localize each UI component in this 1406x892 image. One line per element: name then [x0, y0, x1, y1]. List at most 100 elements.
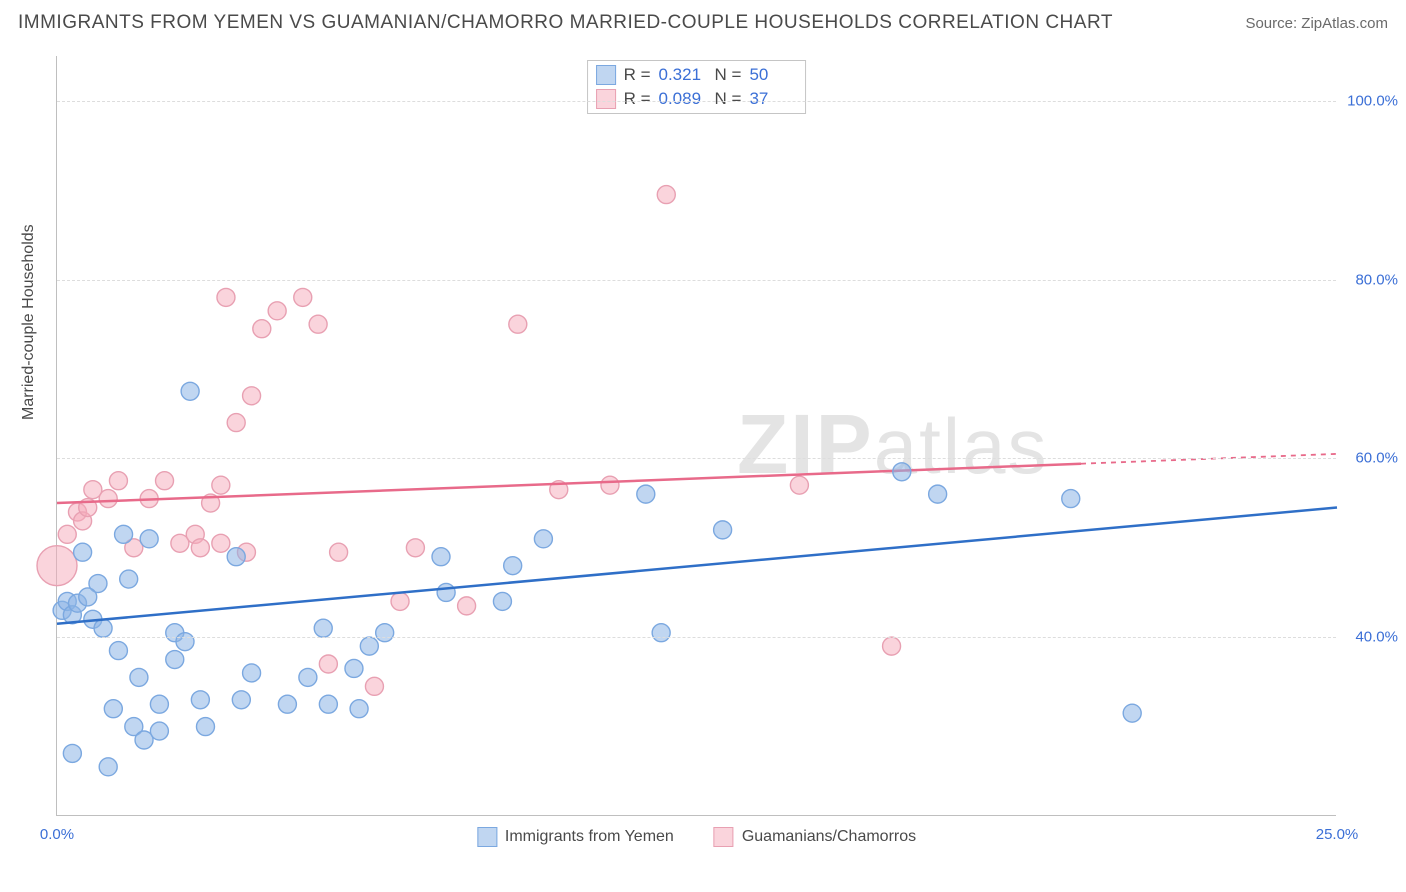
blue-point [109, 642, 127, 660]
grid-line [57, 280, 1336, 281]
pink-point [99, 490, 117, 508]
blue-point [243, 664, 261, 682]
blue-point [196, 718, 214, 736]
pink-point [330, 543, 348, 561]
y-tick-label: 80.0% [1340, 271, 1398, 288]
pink-point [601, 476, 619, 494]
legend-n-label: N = [715, 65, 742, 85]
legend-swatch [596, 65, 616, 85]
blue-point [652, 624, 670, 642]
pink-point [58, 525, 76, 543]
blue-point [1062, 490, 1080, 508]
pink-point [243, 387, 261, 405]
pink-point [212, 534, 230, 552]
pink-point [212, 476, 230, 494]
blue-point [99, 758, 117, 776]
blue-point [104, 700, 122, 718]
chart-svg [57, 56, 1336, 815]
blue-point [350, 700, 368, 718]
blue-point [376, 624, 394, 642]
x-tick-label: 0.0% [40, 826, 74, 843]
blue-point [120, 570, 138, 588]
pink-point [406, 539, 424, 557]
pink-point [156, 472, 174, 490]
stats-legend-row: R = 0.321 N = 50 [594, 63, 800, 87]
blue-point [191, 691, 209, 709]
chart-title: IMMIGRANTS FROM YEMEN VS GUAMANIAN/CHAMO… [18, 12, 1113, 34]
blue-point [504, 557, 522, 575]
y-axis-title: Married-couple Households [20, 224, 38, 420]
y-tick-label: 100.0% [1340, 92, 1398, 109]
blue-point [115, 525, 133, 543]
legend-r-value: 0.089 [659, 89, 707, 109]
legend-n-value: 50 [749, 65, 797, 85]
plot-area: ZIPatlas R =0.321N =50R =0.089N =37 Immi… [56, 56, 1336, 816]
pink-point [268, 302, 286, 320]
blue-point [432, 548, 450, 566]
grid-line [57, 637, 1336, 638]
blue-point [176, 633, 194, 651]
pink-trend-solid [57, 464, 1081, 503]
legend-n-label: N = [715, 89, 742, 109]
bottom-legend-item: Guamanians/Chamorros [714, 827, 916, 847]
legend-r-label: R = [624, 89, 651, 109]
legend-swatch [477, 827, 497, 847]
chart-source: Source: ZipAtlas.com [1245, 15, 1388, 32]
pink-point [391, 592, 409, 610]
blue-point [74, 543, 92, 561]
blue-point [140, 530, 158, 548]
blue-point [437, 583, 455, 601]
blue-trend-solid [57, 508, 1337, 624]
blue-point [79, 588, 97, 606]
blue-point [181, 382, 199, 400]
pink-point [294, 288, 312, 306]
grid-line [57, 458, 1336, 459]
blue-point [150, 695, 168, 713]
pink-point [227, 414, 245, 432]
blue-point [150, 722, 168, 740]
bottom-legend-label: Guamanians/Chamorros [742, 828, 916, 846]
pink-point [37, 546, 77, 586]
y-tick-label: 60.0% [1340, 450, 1398, 467]
bottom-legend-item: Immigrants from Yemen [477, 827, 674, 847]
stats-legend: R =0.321N =50R =0.089N =37 [587, 60, 807, 114]
blue-point [345, 659, 363, 677]
blue-point [1123, 704, 1141, 722]
legend-r-value: 0.321 [659, 65, 707, 85]
bottom-legend-label: Immigrants from Yemen [505, 828, 674, 846]
pink-point [657, 186, 675, 204]
pink-point [790, 476, 808, 494]
blue-point [714, 521, 732, 539]
blue-point [299, 668, 317, 686]
blue-point [130, 668, 148, 686]
blue-point [166, 651, 184, 669]
y-tick-label: 40.0% [1340, 629, 1398, 646]
blue-point [278, 695, 296, 713]
grid-line [57, 101, 1336, 102]
blue-point [94, 619, 112, 637]
blue-point [929, 485, 947, 503]
pink-point [509, 315, 527, 333]
blue-point [493, 592, 511, 610]
blue-point [63, 744, 81, 762]
blue-point [893, 463, 911, 481]
stats-legend-row: R =0.089N =37 [594, 87, 800, 111]
legend-swatch [714, 827, 734, 847]
bottom-legend: Immigrants from Yemen Guamanians/Chamorro… [477, 827, 916, 847]
blue-point [319, 695, 337, 713]
pink-point [253, 320, 271, 338]
legend-r-label: R = [624, 65, 651, 85]
pink-point [109, 472, 127, 490]
pink-point [191, 539, 209, 557]
blue-point [227, 548, 245, 566]
blue-point [360, 637, 378, 655]
blue-point [637, 485, 655, 503]
pink-point [458, 597, 476, 615]
legend-swatch [596, 89, 616, 109]
pink-point [883, 637, 901, 655]
pink-point [319, 655, 337, 673]
pink-point [309, 315, 327, 333]
blue-point [534, 530, 552, 548]
pink-point [217, 288, 235, 306]
pink-point [365, 677, 383, 695]
